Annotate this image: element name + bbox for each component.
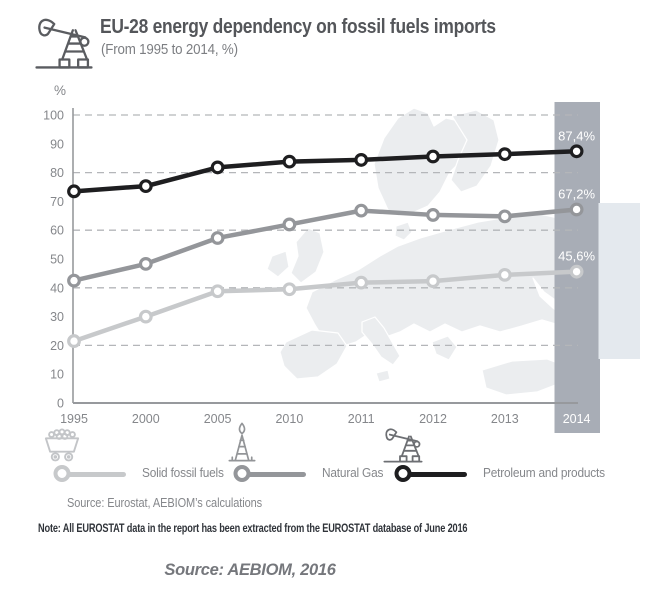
y-tick-label: 80 <box>50 166 64 180</box>
data-point-petroleum-and-products-2012 <box>426 149 440 164</box>
value-label-petroleum-and-products: 87,4% <box>558 128 595 143</box>
data-point-natural-gas-2010 <box>282 217 297 232</box>
x-tick-label: 1995 <box>60 412 88 426</box>
data-point-natural-gas-2013 <box>497 209 512 224</box>
legend-marker-swatch <box>53 465 71 482</box>
value-label-natural-gas: 67,2% <box>558 186 595 201</box>
data-point-petroleum-and-products-2014 <box>569 144 584 159</box>
legend-line-swatch <box>403 472 467 477</box>
x-tick-label: 2013 <box>491 412 519 426</box>
bottom-source-text: Source: AEBIOM, 2016 <box>164 561 336 579</box>
x-tick-label: 2012 <box>419 412 447 426</box>
series-line-solid-fossil-fuels <box>71 269 579 344</box>
side-band <box>598 203 640 359</box>
data-point-natural-gas-2014 <box>569 202 584 217</box>
x-tick-label: 2011 <box>348 412 375 426</box>
legend-label: Natural Gas <box>322 466 384 480</box>
legend-marker-swatch <box>233 465 251 482</box>
x-tick-label: 2014 <box>563 412 591 426</box>
data-point-solid-fossil-fuels-2013 <box>497 267 512 282</box>
line-chart: 0 10 20 30 40 50 60 70 80 90 100% 1995 2000 2005 2010 2… <box>43 83 640 433</box>
data-point-solid-fossil-fuels-2000 <box>138 309 153 324</box>
data-point-solid-fossil-fuels-2014 <box>569 264 584 279</box>
value-label-solid-fossil-fuels: 45,6% <box>558 249 595 264</box>
x-tick-label: 2010 <box>275 412 303 426</box>
legend-marker-swatch <box>394 465 412 482</box>
data-point-petroleum-and-products-2000 <box>138 179 153 194</box>
page-title: EU-28 energy dependency on fossil fuels … <box>100 16 496 38</box>
data-point-natural-gas-1995 <box>67 273 81 288</box>
legend-line-swatch <box>62 472 126 477</box>
data-point-natural-gas-2012 <box>426 208 440 222</box>
y-axis-unit-label: % <box>54 83 66 98</box>
series-line-petroleum-and-products <box>71 149 579 194</box>
series-line-natural-gas <box>71 207 579 283</box>
data-point-petroleum-and-products-1995 <box>67 184 81 199</box>
y-tick-label: 20 <box>50 339 64 353</box>
y-tick-label: 0 <box>57 397 64 411</box>
data-point-solid-fossil-fuels-2010 <box>282 282 297 297</box>
data-point-petroleum-and-products-2011 <box>354 153 369 167</box>
data-point-solid-fossil-fuels-1995 <box>67 334 81 348</box>
chart-source-text: Source: Eurostat, AEBIOM’s calculations <box>67 496 263 510</box>
data-point-natural-gas-2011 <box>354 203 369 218</box>
y-tick-label: 60 <box>50 224 64 238</box>
x-tick-label: 2000 <box>132 412 160 426</box>
data-point-solid-fossil-fuels-2005 <box>210 284 225 299</box>
data-point-solid-fossil-fuels-2012 <box>426 274 440 289</box>
data-point-natural-gas-2000 <box>138 256 153 271</box>
data-point-solid-fossil-fuels-2011 <box>354 275 369 290</box>
legend-label: Petroleum and products <box>483 466 605 480</box>
data-point-petroleum-and-products-2005 <box>210 160 225 175</box>
coal-cart-icon <box>44 428 80 462</box>
page-subtitle: (From 1995 to 2014, %) <box>101 42 238 58</box>
y-tick-label: 50 <box>50 253 64 267</box>
data-point-petroleum-and-products-2013 <box>497 147 512 162</box>
x-tick-label: 2005 <box>204 412 232 426</box>
note-text: Note: All EUROSTAT data in the report ha… <box>38 523 468 535</box>
y-tick-label: 10 <box>50 368 64 382</box>
y-tick-label: 90 <box>50 137 64 151</box>
oil-pumpjack-icon <box>35 18 93 69</box>
chart-content: 0 10 20 30 40 50 60 70 80 90 100% 1995 2000 2005 2010 2… <box>43 83 595 426</box>
legend-line-swatch <box>242 472 306 477</box>
gas-derrick-icon <box>228 422 256 462</box>
y-tick-label: 40 <box>50 281 64 295</box>
data-point-natural-gas-2005 <box>210 231 225 245</box>
y-tick-label: 100 <box>43 109 64 123</box>
data-point-petroleum-and-products-2010 <box>282 154 297 169</box>
y-tick-label: 70 <box>50 195 64 209</box>
oil-pumpjack-icon <box>383 428 423 463</box>
y-tick-label: 30 <box>50 310 64 324</box>
legend-label: Solid fossil fuels <box>142 466 224 480</box>
